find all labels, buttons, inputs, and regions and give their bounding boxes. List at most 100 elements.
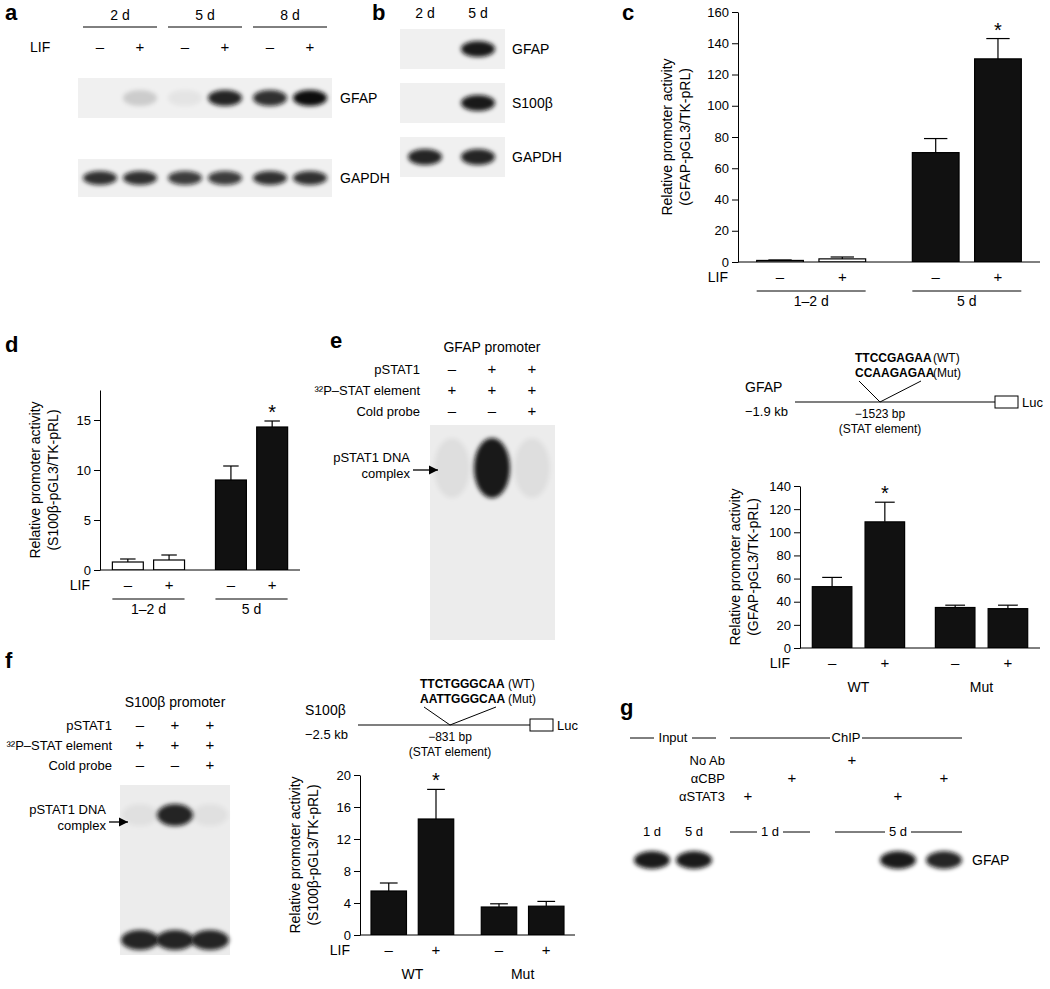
y-axis-title: Relative promoter activity — [727, 488, 743, 645]
band — [122, 804, 158, 826]
gene-label: S100β — [305, 702, 346, 718]
group-label: 5 d — [242, 601, 261, 617]
group-label: 1–2 d — [794, 293, 829, 309]
site-line — [424, 707, 450, 725]
band — [192, 804, 228, 826]
y-axis-title: (GFAP-pGL3/TK-pRL) — [745, 498, 761, 636]
span-line — [835, 832, 885, 833]
emsa-panel: fS100β promoterpSTAT1–++³²P–STAT element… — [5, 648, 230, 955]
reporter-label: Luc — [557, 718, 578, 733]
bar — [975, 59, 1022, 262]
tick-label: 10 — [77, 463, 91, 478]
arrow-label: pSTAT1 DNA — [29, 802, 106, 817]
band — [253, 171, 287, 185]
y-axis-title: (S100β-pGL3/TK-pRL) — [45, 409, 61, 550]
error-cap — [490, 903, 508, 904]
error-cap — [945, 605, 965, 606]
sequence-tag: (Mut) — [508, 692, 536, 706]
lane-sign: + — [488, 381, 497, 398]
row-label: pSTAT1 — [374, 362, 420, 377]
band — [461, 95, 495, 111]
lane-sign: + — [206, 716, 215, 733]
panel-letter: c — [622, 0, 634, 25]
blot-label: GAPDH — [512, 149, 562, 165]
lane-sign: + — [528, 402, 537, 419]
length-label: −1.9 kb — [745, 404, 788, 419]
tick-label: 40 — [777, 594, 791, 609]
lane-label: 1 d — [643, 824, 661, 839]
bar — [988, 609, 1028, 648]
emsa-title: GFAP promoter — [443, 339, 540, 355]
span-line — [730, 832, 757, 833]
gene-label: GFAP — [745, 379, 782, 395]
group-label: 5 d — [957, 293, 976, 309]
band — [253, 90, 287, 106]
arrow-label: complex — [362, 466, 411, 481]
tick-mark — [732, 137, 738, 138]
category-label: + — [1004, 654, 1013, 671]
tick-label: 60 — [715, 161, 729, 176]
lane-sign: + — [136, 38, 145, 55]
y-tick: 60 — [777, 571, 800, 586]
band — [157, 804, 193, 826]
plot-area — [757, 39, 1022, 262]
y-axis-title: (GFAP-pGL3/TK-pRL) — [677, 68, 693, 206]
lane-sign: + — [448, 381, 457, 398]
lane-sign: + — [221, 38, 230, 55]
bar — [371, 891, 406, 935]
western-blot-panel: a2 d5 d8 dLIF–+–+–+GFAPGAPDH — [5, 0, 390, 197]
category-label: – — [495, 941, 504, 958]
y-axis: 020406080100120140 — [769, 479, 800, 656]
tick-label: 140 — [707, 36, 729, 51]
arrow — [413, 469, 438, 470]
y-tick: 0 — [784, 641, 800, 656]
y-tick: 40 — [715, 192, 738, 207]
lane-sign: – — [96, 38, 105, 55]
group-label: Mut — [970, 679, 993, 695]
error-cap — [161, 554, 176, 555]
panel-letter: b — [372, 0, 385, 25]
tick-mark — [794, 579, 800, 580]
y-tick: 4 — [344, 896, 360, 911]
blot-label: GFAP — [340, 90, 377, 106]
y-axis: 051015 — [77, 391, 101, 578]
tick-label: 100 — [769, 525, 791, 540]
band — [168, 90, 202, 106]
header-line — [630, 738, 654, 739]
plot-area — [371, 789, 564, 935]
group-label: WT — [401, 966, 423, 982]
band — [208, 90, 242, 106]
row-label: ³²P–STAT element — [7, 738, 113, 753]
row-label: Cold probe — [356, 404, 420, 419]
category-label: + — [165, 576, 174, 593]
tick-label: 80 — [715, 130, 729, 145]
tick-mark — [354, 839, 360, 840]
y-tick: 40 — [777, 594, 800, 609]
tick-mark — [732, 262, 738, 263]
lane-sign: + — [940, 769, 949, 786]
tick-mark — [94, 570, 100, 571]
tick-mark — [794, 648, 800, 649]
lane-header: 8 d — [280, 7, 299, 23]
category-label: – — [227, 576, 236, 593]
y-axis-title: Relative promoter activity — [659, 58, 675, 215]
site-label: −1523 bp — [855, 407, 906, 421]
error-cap — [998, 605, 1018, 606]
row-label: ³²P–STAT element — [315, 383, 421, 398]
lane-sign: – — [448, 402, 457, 419]
lane-label: 5 d — [685, 824, 703, 839]
tick-mark — [354, 935, 360, 936]
panel-letter: g — [620, 695, 633, 720]
tick-mark — [794, 509, 800, 510]
error-cap — [822, 577, 842, 578]
error-cap — [831, 256, 854, 257]
lane-sign: + — [488, 360, 497, 377]
lane-sign: + — [894, 787, 903, 804]
band — [434, 438, 470, 498]
y-tick: 10 — [77, 463, 100, 478]
y-axis-title: Relative promoter activity — [287, 776, 303, 933]
x-axis-line — [800, 648, 1040, 649]
x-axis-line — [100, 570, 300, 571]
y-tick: 60 — [715, 161, 738, 176]
y-axis-line — [800, 487, 801, 649]
